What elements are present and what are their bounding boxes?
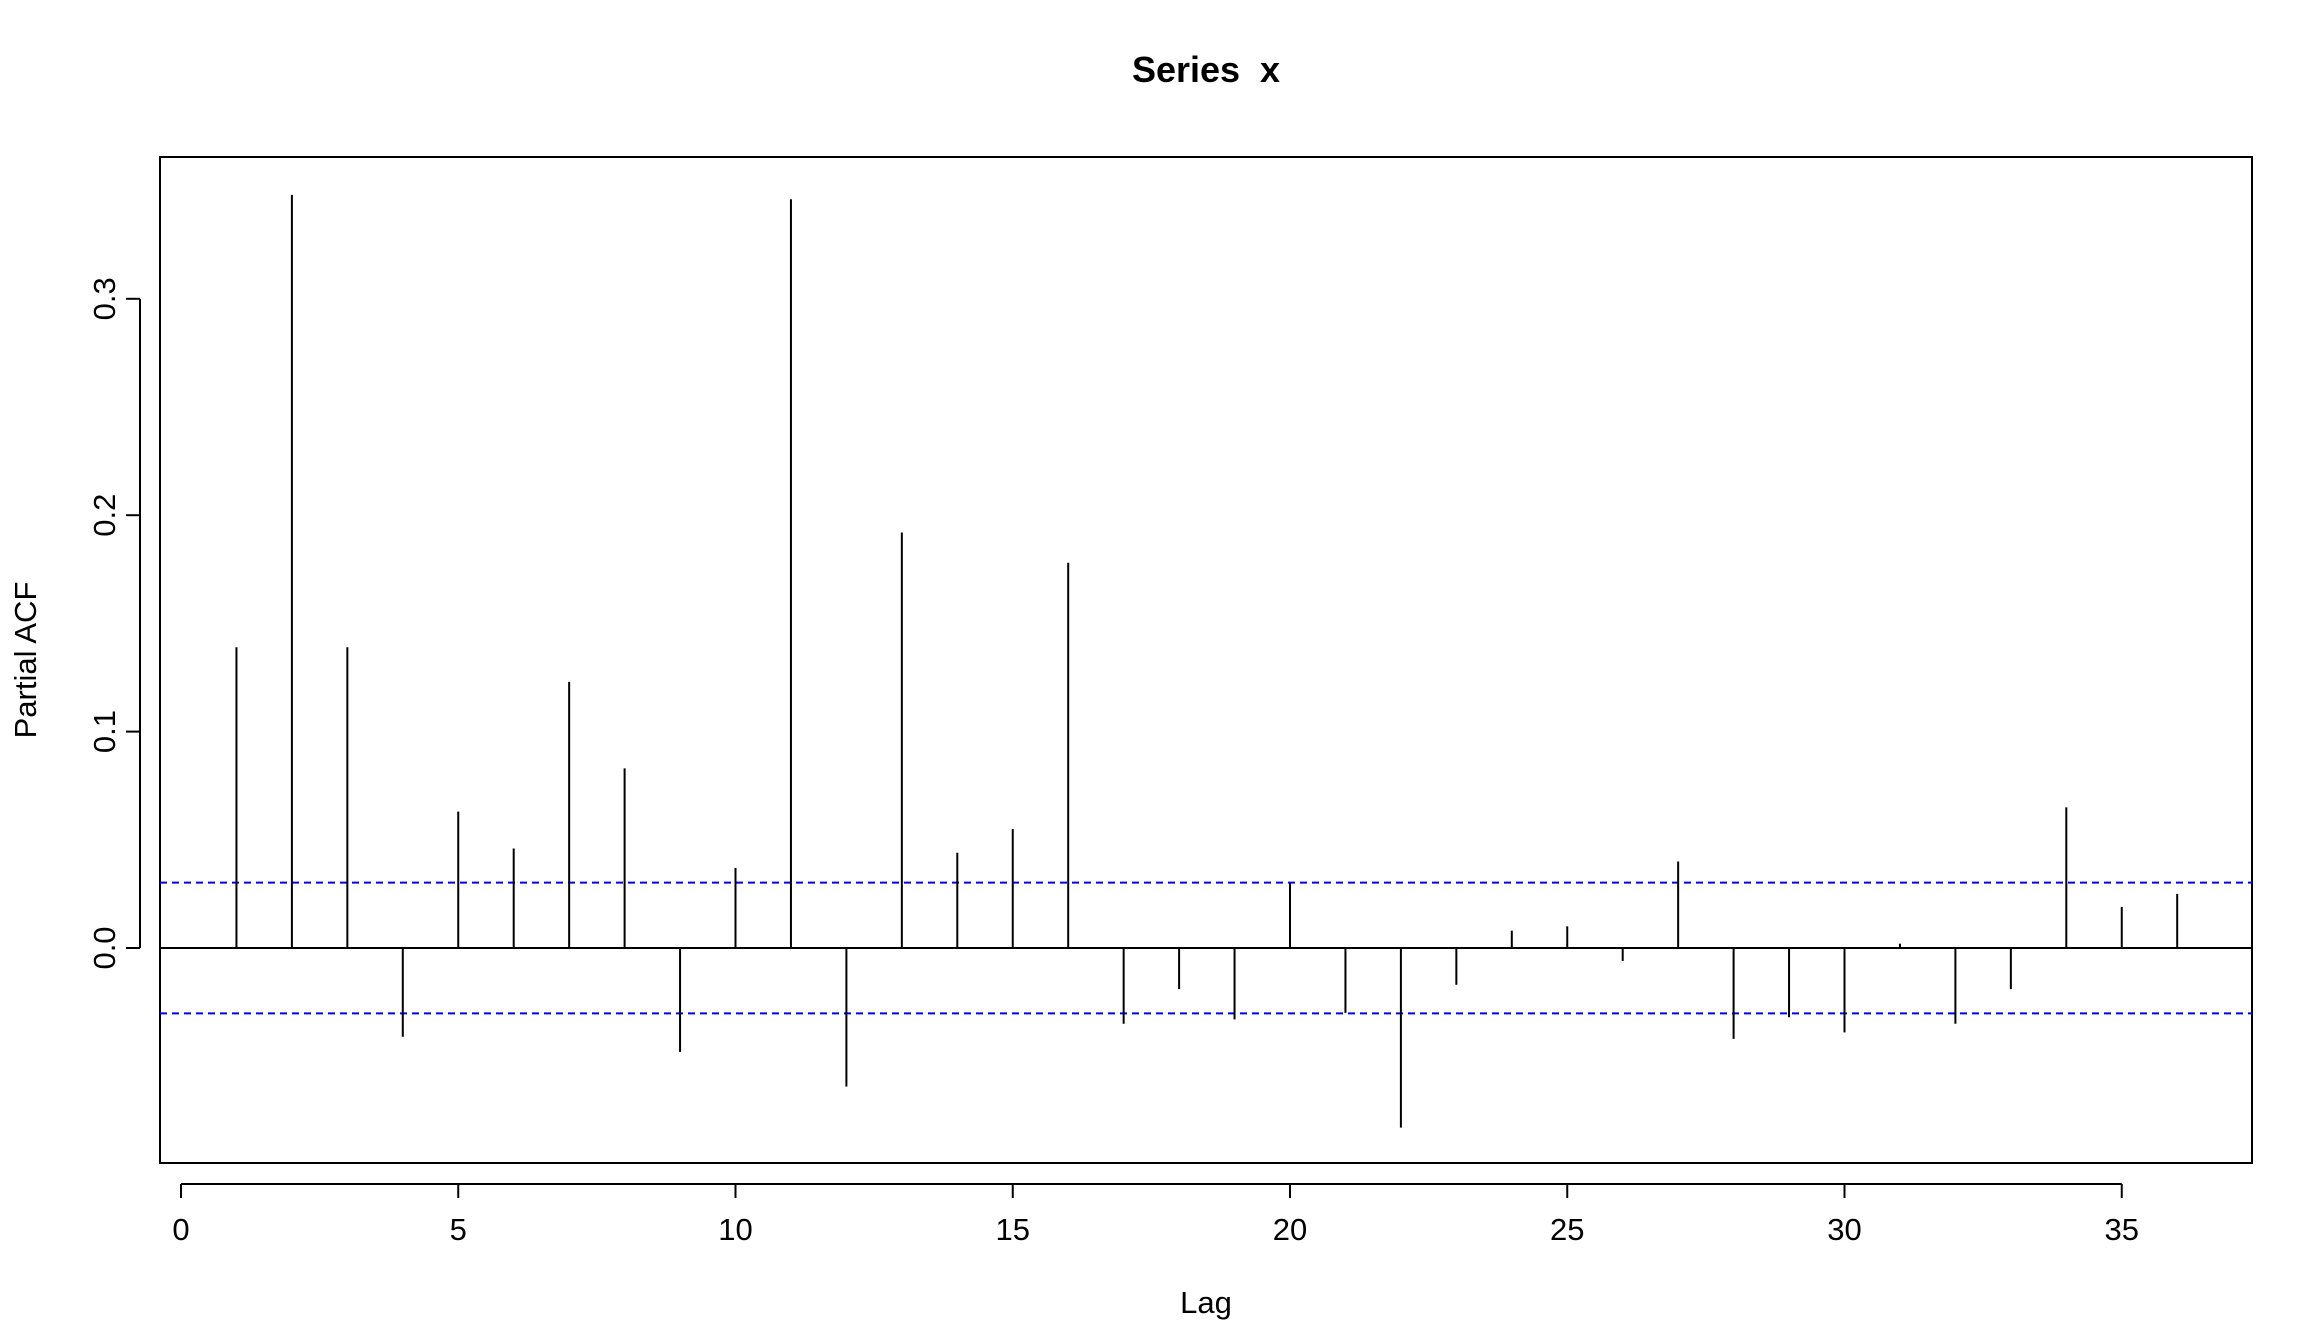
y-tick-label: 0.0	[87, 926, 122, 969]
y-tick-label: 0.3	[87, 277, 122, 320]
x-tick-label: 25	[1550, 1212, 1584, 1247]
x-tick-label: 0	[172, 1212, 189, 1247]
plot-frame	[159, 156, 2253, 1164]
chart-title: Series x	[1132, 49, 1280, 90]
x-tick-label: 30	[1827, 1212, 1861, 1247]
x-tick-label: 5	[450, 1212, 467, 1247]
x-axis-label: Lag	[1180, 1285, 1232, 1320]
plot-area: 0 5 10 15 20 25 30 35 0.0 0.1 0.2 0.3	[87, 156, 2253, 1247]
y-axis-label: Partial ACF	[8, 582, 43, 739]
y-tick-label: 0.2	[87, 494, 122, 537]
x-tick-label: 15	[996, 1212, 1030, 1247]
y-tick-label: 0.1	[87, 710, 122, 753]
x-tick-label: 20	[1273, 1212, 1307, 1247]
x-tick-label: 35	[2105, 1212, 2139, 1247]
x-tick-label: 10	[718, 1212, 752, 1247]
